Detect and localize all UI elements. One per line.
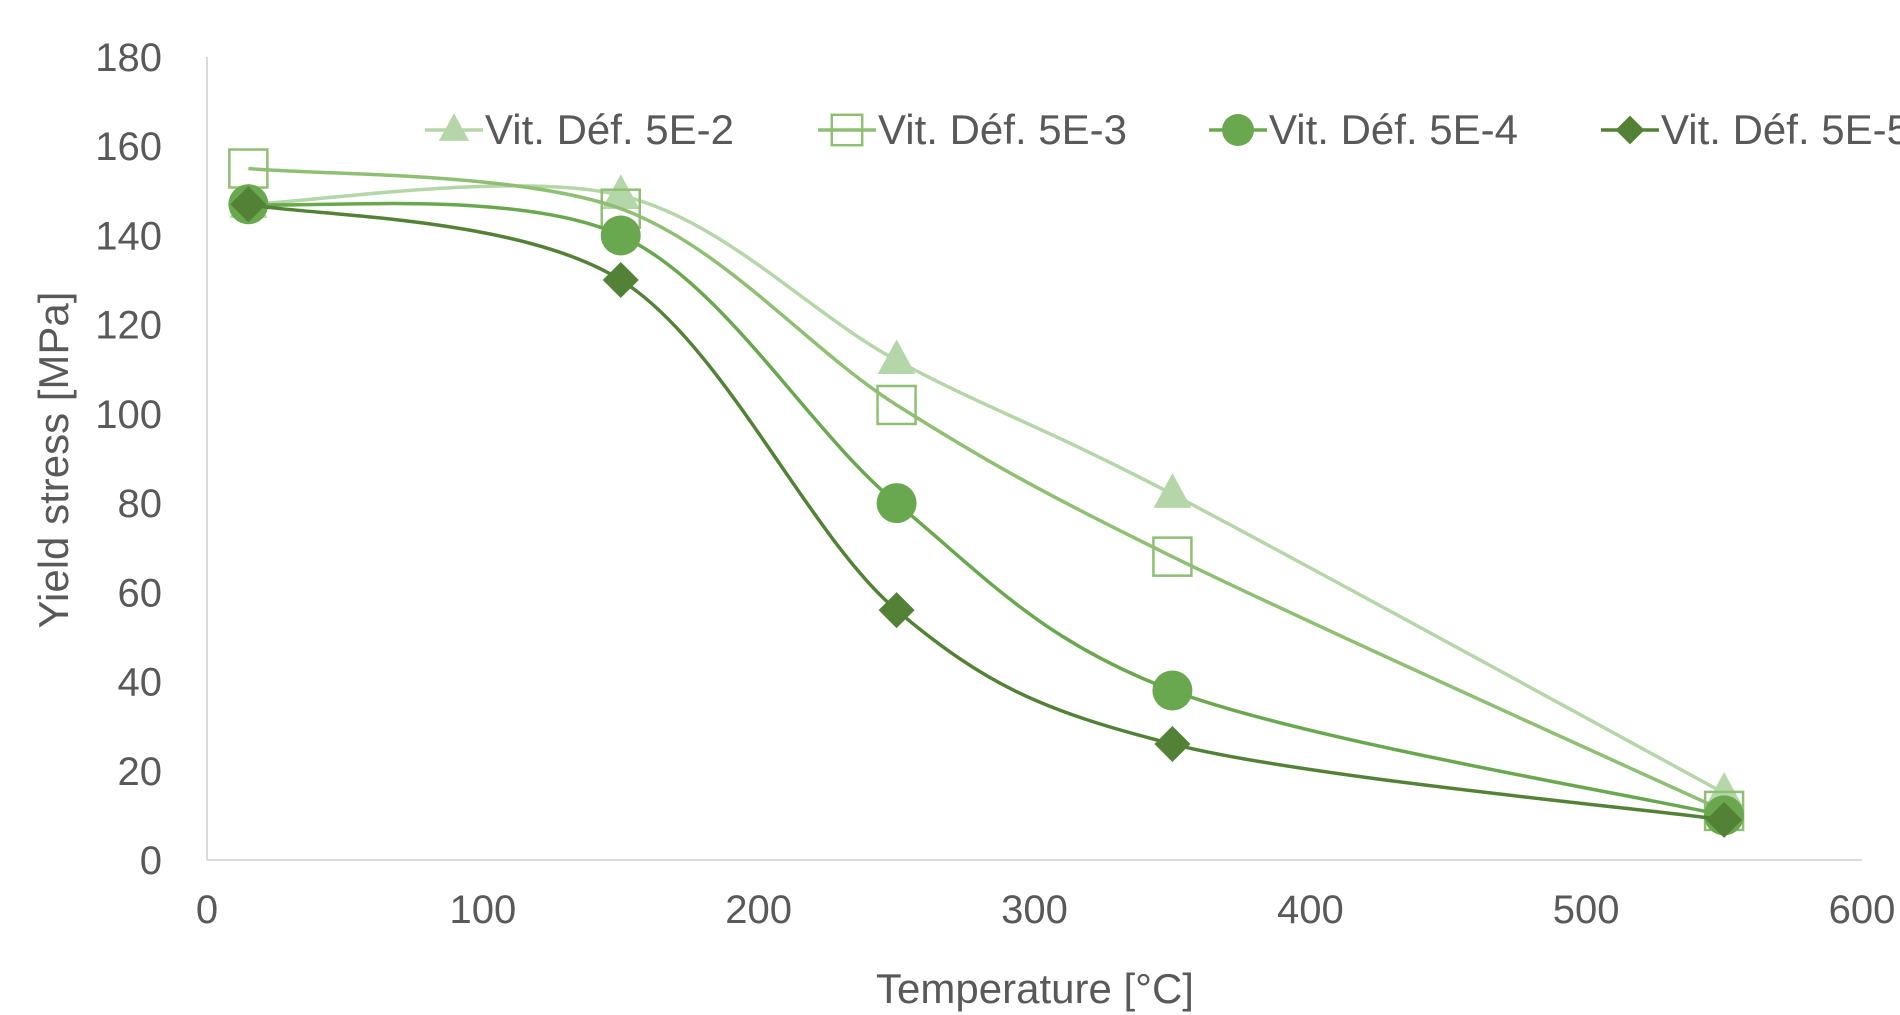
x-tick-label: 500 xyxy=(1553,888,1620,932)
data-point xyxy=(878,592,915,629)
x-tick-label: 300 xyxy=(1001,888,1068,932)
legend-marker xyxy=(1222,114,1254,146)
series-line xyxy=(248,166,1725,813)
series-line xyxy=(248,184,1725,795)
x-axis-title: Temperature [°C] xyxy=(876,965,1194,1012)
legend-entry: Vit. Déf. 5E-4 xyxy=(1209,106,1518,153)
legend-marker xyxy=(830,113,864,147)
series-3 xyxy=(228,184,1745,836)
x-tick-label: 100 xyxy=(449,888,516,932)
data-point xyxy=(876,483,917,524)
legend-marker xyxy=(438,113,470,141)
data-point xyxy=(1153,473,1192,508)
x-tick-label: 400 xyxy=(1277,888,1344,932)
legend-label: Vit. Déf. 5E-4 xyxy=(1269,106,1518,153)
y-tick-label: 80 xyxy=(118,482,163,526)
series-2 xyxy=(228,148,1745,832)
legend-label: Vit. Déf. 5E-5 xyxy=(1661,106,1900,153)
legend-marker xyxy=(1615,115,1645,145)
legend-entry: Vit. Déf. 5E-5 xyxy=(1601,106,1900,153)
series-1 xyxy=(229,174,1743,807)
y-tick-label: 120 xyxy=(95,304,162,348)
y-axis-title: Yield stress [MPa] xyxy=(30,292,77,629)
x-tick-label: 200 xyxy=(725,888,792,932)
series-layer xyxy=(228,148,1745,838)
data-point xyxy=(602,262,639,299)
series-line xyxy=(248,202,1725,822)
y-tick-label: 160 xyxy=(95,125,162,169)
axes-layer: 0 20 40 60 80 100 120 140 160 180 0 100 200 300 400 500… xyxy=(95,36,1895,932)
y-tick-label: 40 xyxy=(118,661,163,705)
data-point xyxy=(1706,801,1743,838)
data-point xyxy=(1152,670,1193,711)
y-tick-label: 140 xyxy=(95,214,162,258)
y-tick-label: 60 xyxy=(118,571,163,615)
x-tick-label: 600 xyxy=(1829,888,1896,932)
series-4 xyxy=(230,186,1743,838)
data-point xyxy=(601,174,640,209)
legend-label: Vit. Déf. 5E-3 xyxy=(878,106,1127,153)
legend-entry: Vit. Déf. 5E-3 xyxy=(818,106,1127,153)
y-tick-label: 100 xyxy=(95,393,162,437)
legend: Vit. Déf. 5E-2 Vit. Déf. 5E-3 Vit. Déf. 5E… xyxy=(425,106,1900,153)
data-point xyxy=(876,384,917,426)
data-point xyxy=(1154,726,1191,763)
data-point xyxy=(1152,536,1193,577)
y-tick-label: 0 xyxy=(140,839,162,883)
legend-label: Vit. Déf. 5E-2 xyxy=(485,106,734,153)
y-tick-label: 20 xyxy=(118,750,163,794)
data-point xyxy=(877,339,916,375)
y-tick-label: 180 xyxy=(95,36,162,80)
series-line xyxy=(248,201,1725,818)
data-point xyxy=(600,215,641,256)
legend-entry: Vit. Déf. 5E-2 xyxy=(425,106,734,153)
x-tick-label: 0 xyxy=(196,888,218,932)
data-point xyxy=(230,186,267,223)
